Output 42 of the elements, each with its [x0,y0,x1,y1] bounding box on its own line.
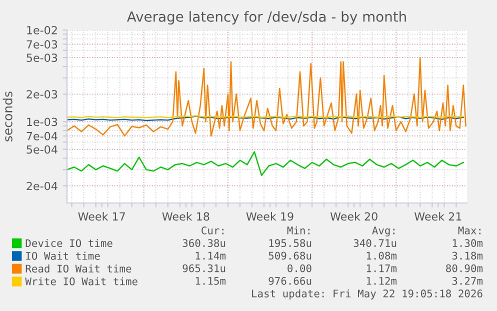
y-tick-label: 2e-04 [26,182,58,190]
text: Last update: Fri May 22 19:05:18 2026 [252,289,482,300]
text: 1.08m [366,252,397,260]
legend-label: Write IO Wait time [25,277,138,286]
y-axis-title: seconds [2,92,12,142]
text: 3.27m [452,276,483,285]
text: Min: [287,226,310,234]
x-tick-label: Week 18 [162,212,210,221]
x-tick-label: Week 19 [246,212,294,221]
text: 360.38u [182,239,226,248]
text: 1.30m [452,239,483,248]
line-series [67,56,466,137]
x-tick-label: Week 21 [414,212,462,221]
y-tick-label: 5e-03 [26,54,58,62]
x-tick-label: Week 20 [330,212,378,221]
text: 976.66u [268,276,312,285]
legend-label: IO Wait time [26,252,100,260]
text: 965.31u [182,264,226,272]
x-tick-label: Week 17 [78,212,125,221]
text: 80.90m [446,264,483,272]
y-tick-label: 2e-03 [26,90,58,98]
y-tick-label: 7e-03 [26,40,58,49]
y-tick-label: 5e-04 [26,145,58,154]
text: 1.14m [196,252,226,260]
text: 1.17m [366,264,397,272]
text: 509.68u [268,252,312,260]
legend-label: Read IO Wait time [26,264,132,273]
text: 0.00 [288,264,312,272]
text: Cur: [202,226,224,234]
text: 3.18m [452,252,483,260]
text: 1.12m [366,276,397,285]
text: 1.15m [196,277,226,285]
y-tick-label: 1e-03 [27,118,58,126]
text: 195.58u [269,239,312,248]
legend-label: Device IO time [26,239,112,248]
line-series [67,151,464,176]
text: Max: [458,226,480,234]
chart-title: Average latency for /dev/sda - by month [126,11,406,25]
y-tick-label: 7e-04 [26,132,58,140]
text: Avg: [372,226,394,236]
y-tick-label: 1e-02 [27,26,57,34]
text: 340.71u [354,239,396,248]
